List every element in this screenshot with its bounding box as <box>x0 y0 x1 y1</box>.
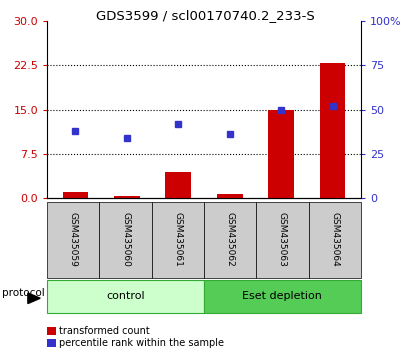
Bar <box>165 172 191 198</box>
Text: control: control <box>106 291 144 302</box>
Text: percentile rank within the sample: percentile rank within the sample <box>59 338 224 348</box>
Text: Eset depletion: Eset depletion <box>242 291 321 302</box>
Text: GDS3599 / scl00170740.2_233-S: GDS3599 / scl00170740.2_233-S <box>95 9 314 22</box>
Text: protocol: protocol <box>2 288 45 298</box>
Text: transformed count: transformed count <box>59 326 150 336</box>
Bar <box>319 63 344 198</box>
Text: GSM435061: GSM435061 <box>173 212 182 267</box>
Text: GSM435063: GSM435063 <box>277 212 286 267</box>
Text: GSM435064: GSM435064 <box>329 212 338 267</box>
Bar <box>267 110 293 198</box>
Text: GSM435060: GSM435060 <box>121 212 130 267</box>
Bar <box>114 196 139 198</box>
Text: GSM435062: GSM435062 <box>225 212 234 267</box>
Text: GSM435059: GSM435059 <box>69 212 78 267</box>
Bar <box>216 194 242 198</box>
Bar <box>63 192 88 198</box>
